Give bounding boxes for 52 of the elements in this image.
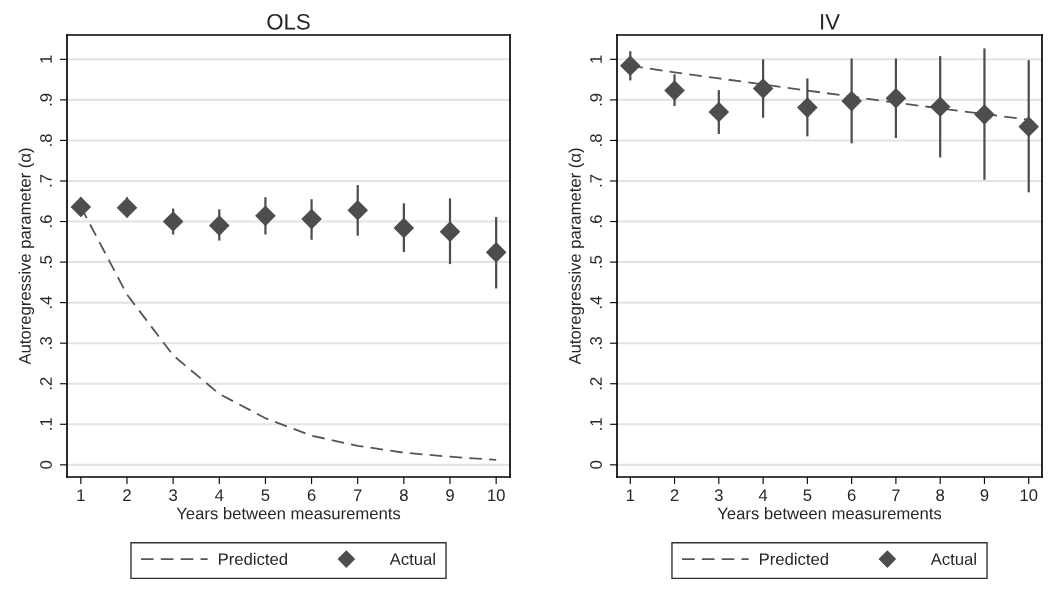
y-tick-label: .6 xyxy=(40,215,52,227)
x-tick-label: 4 xyxy=(758,489,768,501)
legend-label: Actual xyxy=(389,552,435,566)
y-tick-label: 0 xyxy=(40,460,52,469)
legend-label: Predicted xyxy=(760,552,828,566)
y-tick-label: .7 xyxy=(40,174,52,187)
x-tick-label: 2 xyxy=(670,489,679,501)
x-tick-label: 9 xyxy=(446,489,454,502)
x-tick-label: 1 xyxy=(626,489,635,501)
y-tick-label: .8 xyxy=(40,134,52,146)
y-tick-label: 1 xyxy=(590,55,602,63)
y-axis-title: Autoregressive parameter (α) xyxy=(568,148,585,365)
y-tick-label: .9 xyxy=(590,93,602,106)
y-tick-label: .4 xyxy=(40,296,52,309)
x-tick-label: 8 xyxy=(399,489,408,502)
x-tick-label: 10 xyxy=(488,489,505,502)
x-tick-label: 3 xyxy=(169,489,178,502)
y-tick-label: .3 xyxy=(590,336,602,349)
y-axis-title: Autoregressive parameter (α) xyxy=(18,148,35,365)
x-axis-title: Years between measurements xyxy=(717,507,942,520)
x-tick-label: 4 xyxy=(215,489,224,501)
y-tick-label: .9 xyxy=(40,93,52,106)
x-tick-label: 2 xyxy=(123,489,131,501)
y-tick-label: .5 xyxy=(40,255,52,268)
x-tick-label: 6 xyxy=(307,489,316,502)
y-tick-label: .1 xyxy=(590,418,602,430)
x-axis-title: Years between measurements xyxy=(176,507,401,520)
y-tick-label: .5 xyxy=(590,255,602,268)
x-tick-label: 7 xyxy=(892,489,900,501)
x-tick-label: 9 xyxy=(980,489,989,502)
y-tick-label: .4 xyxy=(590,296,602,309)
y-tick-label: .8 xyxy=(590,134,602,146)
y-tick-label: .6 xyxy=(590,215,602,227)
x-tick-label: 7 xyxy=(353,489,362,501)
x-tick-label: 5 xyxy=(261,489,270,502)
x-tick-label: 5 xyxy=(803,489,812,502)
x-tick-label: 1 xyxy=(77,489,85,501)
y-tick-label: .3 xyxy=(40,336,52,349)
y-tick-label: .7 xyxy=(590,174,602,187)
chart-title: IV xyxy=(821,14,840,30)
y-tick-label: 0 xyxy=(590,460,602,469)
y-tick-label: .2 xyxy=(40,377,52,390)
x-tick-label: 10 xyxy=(1020,489,1038,502)
y-tick-label: .2 xyxy=(590,377,602,390)
legend-label: Predicted xyxy=(219,552,287,566)
y-tick-label: 1 xyxy=(40,55,52,63)
y-tick-label: .1 xyxy=(40,418,52,430)
x-tick-label: 6 xyxy=(847,489,856,502)
x-tick-label: 8 xyxy=(936,489,945,502)
chart-title: OLS xyxy=(267,13,310,30)
x-tick-label: 3 xyxy=(714,489,723,502)
legend-label: Actual xyxy=(930,552,976,566)
